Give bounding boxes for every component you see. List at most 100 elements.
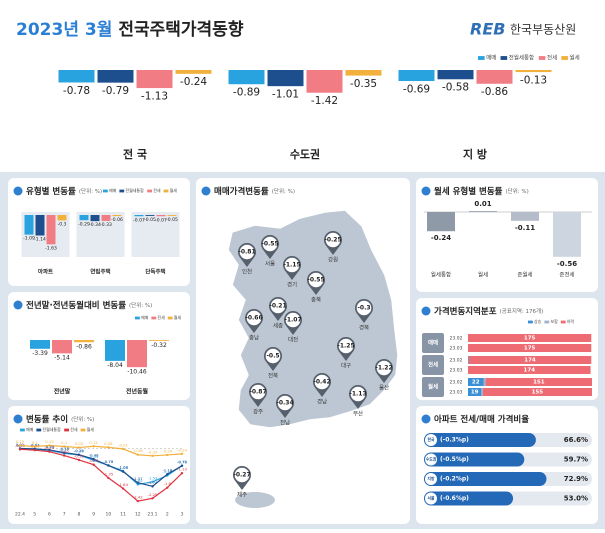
bar [306, 70, 343, 93]
panel-title-text: 유형별 변동률 [26, 186, 76, 197]
panel-unit: (단위: %) [505, 187, 528, 195]
legend-swatch [538, 56, 546, 60]
x-tick-label: 12 [135, 512, 141, 518]
panel [8, 406, 190, 524]
group-box [422, 355, 444, 375]
x-tick-label: 10 [105, 512, 111, 518]
point [48, 448, 51, 452]
category-label: 연립주택 [90, 268, 110, 276]
panel-unit: (단위: %) [129, 301, 152, 309]
map-pin-inner [265, 348, 281, 364]
category-label: 월세통합 [431, 271, 451, 279]
region-label: 지방 [428, 476, 435, 481]
legend-swatch [528, 320, 533, 324]
point [18, 444, 22, 447]
value-label: -0.89 [233, 87, 260, 99]
bar-segment [481, 388, 483, 396]
category-label: 준월세 [517, 271, 532, 279]
legend-swatch [500, 56, 508, 60]
bar [476, 70, 513, 84]
point [121, 447, 125, 451]
value-label: 0.1 [61, 440, 68, 445]
legend-swatch [36, 428, 42, 432]
line [19, 448, 183, 502]
legend-label: 전세 [547, 54, 557, 62]
point [151, 454, 154, 458]
period-label: 23.03 [450, 390, 463, 396]
region-label: 서울 [428, 496, 435, 501]
value-label: 0.1 [32, 440, 39, 445]
region-badge [425, 453, 437, 466]
segment-label: 151 [533, 380, 545, 386]
bar-segment [468, 334, 592, 342]
segment-label: 175 [524, 336, 536, 342]
panel-icon [421, 186, 431, 196]
x-tick-label: 22.4 [15, 512, 25, 518]
panel-title-text: 가격변동지역분포 [434, 306, 497, 317]
value-label: -0.14 [45, 445, 55, 450]
bar [267, 70, 304, 87]
panel [416, 178, 598, 292]
bar [79, 215, 89, 221]
value-label: 0.15 [45, 439, 54, 444]
point [121, 470, 125, 473]
point [166, 453, 169, 457]
value-label: -0.02 [30, 443, 40, 448]
map-pin-inner [262, 236, 278, 252]
point [136, 481, 140, 484]
value-label: -0.56 [557, 260, 577, 268]
legend-swatch [20, 428, 25, 432]
panel-icon [421, 306, 431, 316]
org-name: 한국부동산원 [510, 23, 576, 37]
period-label: 23.02 [450, 358, 463, 364]
region-badge [425, 473, 437, 485]
value-label: -0.77 [103, 459, 113, 464]
x-tick-label: 6 [48, 512, 51, 518]
region-value: -0.87 [249, 389, 266, 396]
bar [30, 340, 50, 349]
value-label: -0.28 [133, 448, 143, 453]
segment-label: 174 [524, 358, 536, 364]
bar [437, 70, 474, 80]
map-pin-inner [284, 257, 300, 273]
value-label: -0.22 [59, 447, 69, 452]
bar-segment [485, 378, 592, 386]
value-label: -5.14 [54, 355, 70, 362]
line [19, 447, 183, 488]
value-label: -0.35 [350, 78, 377, 90]
value-label: -0.24 [431, 234, 451, 242]
panel-unit: (단위: %) [71, 415, 94, 423]
region-name: 제주 [237, 491, 247, 499]
point [77, 446, 81, 449]
value-label: -0.32 [59, 449, 69, 454]
point [151, 497, 154, 500]
progress-bar [424, 491, 514, 506]
point [166, 486, 169, 489]
value-label: -0.32 [151, 342, 167, 349]
region-badge [425, 492, 437, 505]
x-tick-label: 11 [120, 512, 126, 518]
title-text: 전국주택가격동향 [118, 19, 243, 40]
legend-label: 전월세통합 [509, 54, 534, 62]
bar [35, 215, 45, 236]
period-label: 23.03 [450, 346, 463, 352]
panel-title: 변동률 추이 (단위: %) [26, 414, 94, 425]
bar [136, 70, 173, 89]
legend-label: 전세 [70, 426, 78, 432]
point [107, 446, 110, 449]
map-pin-inner [250, 384, 266, 400]
bar [52, 340, 72, 354]
bar [58, 70, 95, 83]
region-name: 경남 [317, 398, 327, 406]
value-label: -0.24 [180, 76, 207, 88]
category-label: 전년말 [54, 388, 71, 396]
legend-swatch [163, 189, 169, 193]
bar [156, 215, 166, 217]
category-label: 수도권 [290, 148, 320, 161]
change-label: (-0.6%p) [440, 495, 469, 502]
category-label: 지 방 [463, 147, 487, 161]
value-label: -0.52 [74, 453, 84, 458]
group-box [422, 333, 444, 353]
value-label: -0.3 [58, 222, 67, 228]
x-tick-label: 9 [92, 512, 95, 518]
